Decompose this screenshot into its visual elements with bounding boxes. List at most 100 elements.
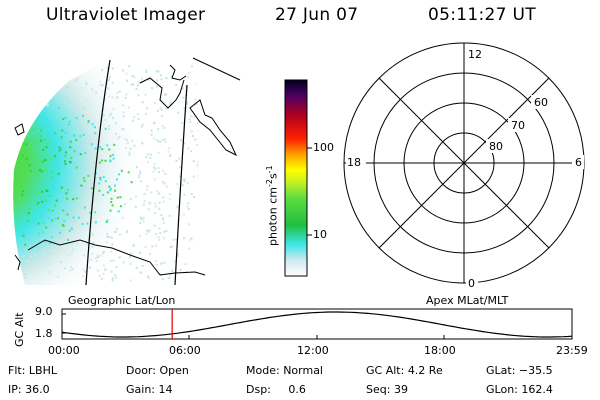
speckle-dot [20, 173, 23, 176]
status-mode: Mode: Normal [246, 364, 323, 377]
speckle-dot [146, 185, 149, 188]
speckle-dot [106, 144, 109, 147]
speckle-dot [122, 127, 125, 130]
speckle-dot [45, 128, 48, 131]
speckle-dot [24, 273, 27, 276]
speckle-dot [143, 200, 146, 203]
speckle-dot [36, 161, 39, 164]
speckle-dot [153, 224, 156, 227]
speckle-dot [115, 227, 118, 230]
speckle-dot [41, 131, 44, 134]
speckle-dot [179, 175, 182, 178]
speckle-dot [193, 196, 196, 198]
speckle-dot [106, 235, 109, 238]
speckle-dot [98, 182, 101, 185]
speckle-dot [103, 119, 106, 121]
coastline [14, 254, 21, 271]
speckle-dot [168, 214, 171, 217]
speckle-dot [145, 233, 148, 236]
speckle-dot [76, 77, 79, 80]
speckle-dot [160, 74, 162, 77]
speckle-dot [158, 207, 161, 210]
y-tick-bottom: 1.8 [35, 327, 53, 340]
colorbar-tick-10: 10 [313, 228, 327, 241]
speckle-dot [150, 191, 153, 194]
speckle-dot [113, 231, 116, 233]
speckle-dot [118, 136, 121, 138]
speckle-dot [85, 99, 88, 102]
speckle-dot [102, 264, 105, 267]
speckle-dot [61, 91, 63, 94]
speckle-dot [25, 180, 28, 183]
speckle-dot [43, 108, 46, 111]
speckle-dot [108, 236, 111, 239]
speckle-dot [70, 266, 72, 269]
speckle-dot [91, 253, 94, 255]
speckle-dot [120, 169, 123, 172]
speckle-dot [118, 233, 121, 236]
speckle-dot [105, 220, 108, 223]
speckle-dot [106, 241, 108, 244]
speckle-dot [30, 170, 32, 173]
speckle-dot [84, 151, 87, 154]
speckle-dot [54, 155, 56, 158]
speckle-dot [155, 263, 158, 266]
speckle-dot [160, 115, 163, 118]
speckle-dot [162, 169, 165, 172]
speckle-dot [45, 199, 48, 202]
speckle-dot [153, 178, 156, 181]
speckle-dot [45, 117, 48, 120]
speckle-dot [148, 252, 151, 255]
speckle-dot [68, 229, 71, 232]
speckle-dot [58, 146, 61, 149]
mlt-18-label: 18 [347, 156, 361, 169]
speckle-dot [117, 210, 120, 213]
speckle-dot [148, 229, 151, 232]
speckle-dot [129, 256, 131, 259]
speckle-dot [183, 142, 186, 145]
speckle-dot [141, 142, 144, 145]
speckle-dot [145, 156, 148, 158]
speckle-dot [147, 208, 150, 211]
speckle-dot [38, 263, 41, 265]
speckle-dot [176, 255, 179, 257]
speckle-dot [90, 113, 92, 116]
speckle-dot [102, 272, 105, 275]
glon-value: 162.4 [521, 383, 553, 396]
speckle-dot [99, 178, 102, 181]
y-tick-top: 9.0 [35, 305, 53, 318]
speckle-dot [154, 167, 157, 170]
speckle-dot [114, 184, 116, 187]
speckle-dot [126, 139, 129, 142]
speckle-dot [111, 96, 114, 99]
speckle-dot [111, 153, 114, 156]
speckle-dot [51, 177, 53, 180]
speckle-dot [41, 190, 44, 193]
speckle-dot [156, 85, 159, 88]
speckle-dot [96, 269, 99, 272]
speckle-dot [70, 97, 73, 99]
speckle-dot [95, 91, 98, 94]
speckle-dot [157, 167, 160, 170]
speckle-dot [47, 217, 50, 219]
speckle-dot [41, 119, 44, 122]
speckle-dot [90, 104, 92, 107]
coastline [14, 123, 25, 136]
ip-value: 36.0 [25, 383, 50, 396]
speckle-dot [155, 259, 158, 262]
speckle-dot [125, 93, 128, 96]
speckle-dot [164, 172, 167, 175]
speckle-dot [151, 245, 154, 248]
speckle-dot [112, 108, 115, 111]
coastline [192, 57, 241, 81]
speckle-dot [169, 101, 172, 104]
speckle-dot [34, 264, 37, 267]
speckle-dot [115, 132, 117, 135]
coastline [189, 99, 238, 157]
speckle-dot [104, 127, 107, 130]
speckle-dot [175, 159, 178, 162]
speckle-dot [169, 246, 172, 249]
speckle-dot [136, 84, 139, 87]
speckle-dot [132, 83, 135, 86]
